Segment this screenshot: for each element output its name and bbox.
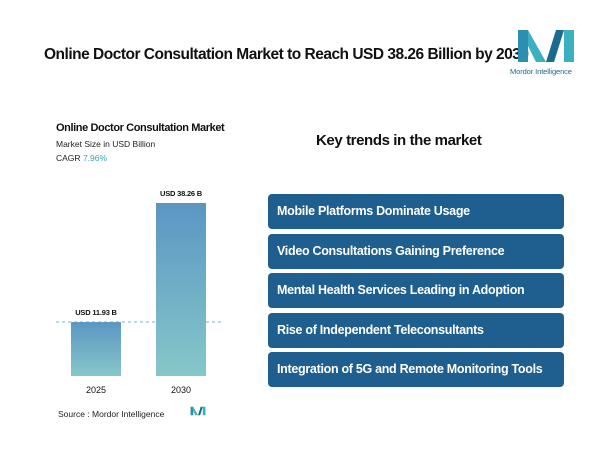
mordor-logo-icon: [518, 30, 574, 62]
trend-item-5[interactable]: Integration of 5G and Remote Monitoring …: [268, 352, 564, 387]
source-note: Source : Mordor Intelligence: [58, 409, 165, 419]
cagr-label: CAGR 7.96%: [56, 153, 107, 163]
data-label-2030: USD 38.26 B: [160, 189, 203, 198]
x-tick-label-2030: 2030: [171, 385, 191, 395]
trend-item-4[interactable]: Rise of Independent Teleconsultants: [268, 313, 564, 348]
cagr-label-text: CAGR: [56, 153, 81, 163]
bar-2025: [71, 322, 121, 376]
bar-2030: [156, 203, 206, 376]
data-label-2025: USD 11.93 B: [75, 308, 117, 317]
x-tick-label-2025: 2025: [86, 385, 106, 395]
trends-heading: Key trends in the market: [316, 132, 482, 149]
page-title: Online Doctor Consultation Market to Rea…: [44, 46, 529, 63]
brand-logo: Mordor Intelligence: [510, 26, 582, 82]
trend-item-1[interactable]: Mobile Platforms Dominate Usage: [268, 194, 564, 229]
chart-title: Online Doctor Consultation Market: [56, 122, 225, 134]
chart-subtitle: Market Size in USD Billion: [56, 139, 156, 149]
mordor-small-logo-icon: [190, 406, 206, 416]
cagr-value: 7.96%: [82, 153, 108, 163]
trend-item-3[interactable]: Mental Health Services Leading in Adopti…: [268, 273, 564, 308]
brand-name: Mordor Intelligence: [510, 67, 572, 76]
trend-item-2[interactable]: Video Consultations Gaining Preference: [268, 234, 564, 269]
